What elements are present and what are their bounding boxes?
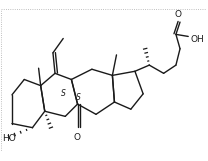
Text: S: S: [76, 93, 81, 102]
Text: S: S: [61, 89, 66, 98]
Text: HO: HO: [2, 134, 15, 143]
Text: O: O: [175, 10, 181, 19]
Text: O: O: [73, 133, 80, 142]
Text: OH: OH: [190, 35, 204, 44]
